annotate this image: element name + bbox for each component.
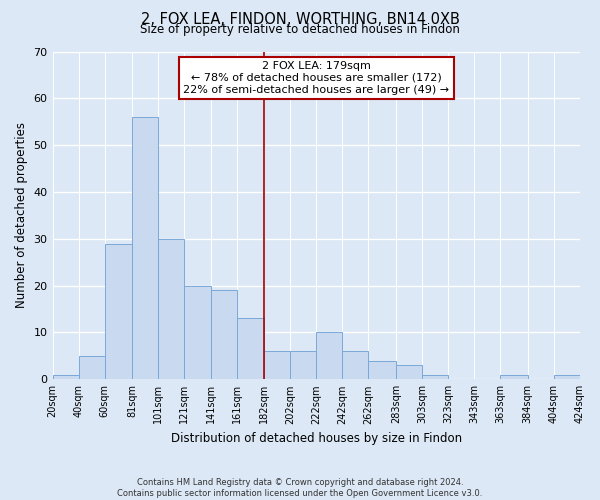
Bar bbox=[211, 290, 236, 380]
Bar bbox=[132, 117, 158, 380]
Bar bbox=[316, 332, 343, 380]
Text: Size of property relative to detached houses in Findon: Size of property relative to detached ho… bbox=[140, 22, 460, 36]
Bar bbox=[500, 374, 528, 380]
Y-axis label: Number of detached properties: Number of detached properties bbox=[15, 122, 28, 308]
Bar bbox=[264, 351, 290, 380]
Text: Contains HM Land Registry data © Crown copyright and database right 2024.
Contai: Contains HM Land Registry data © Crown c… bbox=[118, 478, 482, 498]
Bar bbox=[290, 351, 316, 380]
X-axis label: Distribution of detached houses by size in Findon: Distribution of detached houses by size … bbox=[171, 432, 462, 445]
Bar bbox=[343, 351, 368, 380]
Bar bbox=[79, 356, 105, 380]
Bar bbox=[184, 286, 211, 380]
Bar bbox=[236, 318, 264, 380]
Text: 2, FOX LEA, FINDON, WORTHING, BN14 0XB: 2, FOX LEA, FINDON, WORTHING, BN14 0XB bbox=[140, 12, 460, 28]
Bar bbox=[53, 374, 79, 380]
Bar bbox=[368, 360, 396, 380]
Bar bbox=[422, 374, 448, 380]
Bar bbox=[396, 366, 422, 380]
Bar bbox=[158, 239, 184, 380]
Bar bbox=[554, 374, 580, 380]
Text: 2 FOX LEA: 179sqm
← 78% of detached houses are smaller (172)
22% of semi-detache: 2 FOX LEA: 179sqm ← 78% of detached hous… bbox=[183, 62, 449, 94]
Bar bbox=[105, 244, 132, 380]
